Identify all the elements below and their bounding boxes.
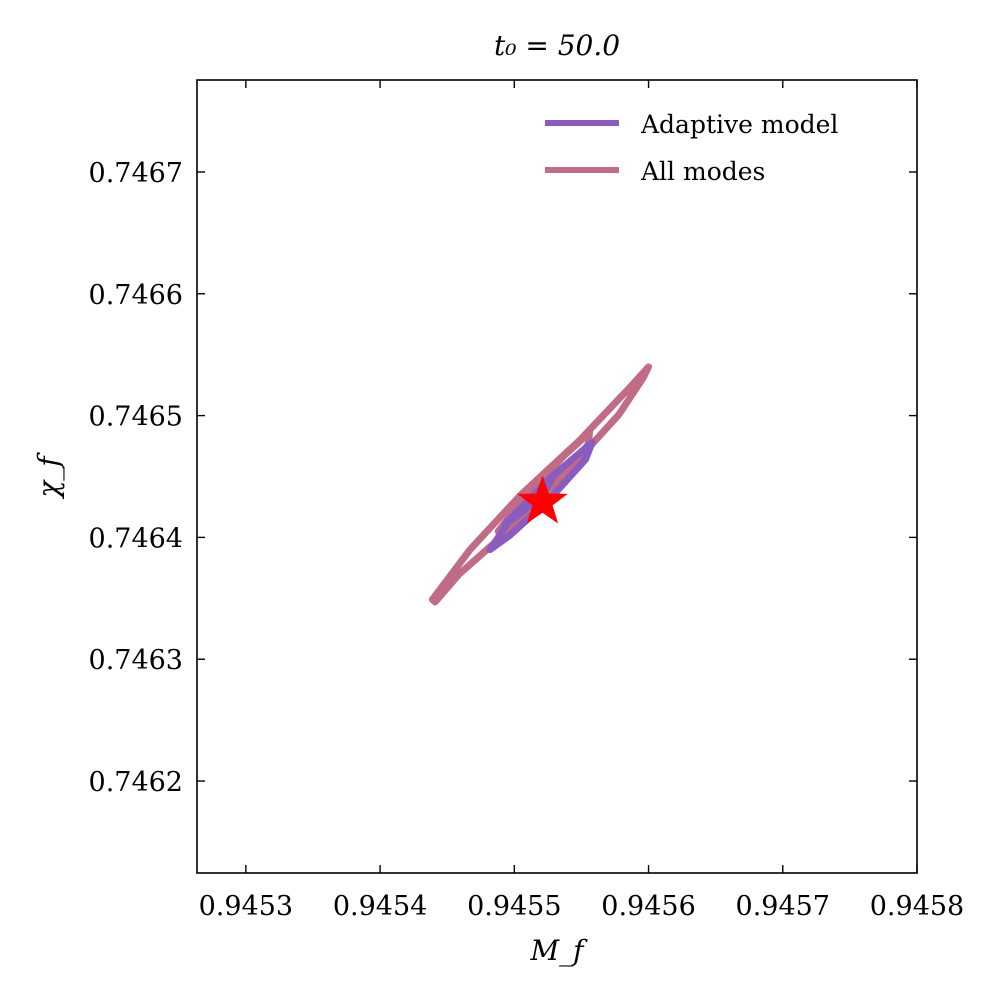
x-tick-label: 0.9458 <box>870 891 964 922</box>
legend-label-all-modes: All modes <box>640 157 765 186</box>
y-tick-label: 0.7463 <box>89 645 183 676</box>
x-axis-label: M_f <box>529 934 588 967</box>
x-tick-label: 0.9455 <box>467 891 561 922</box>
y-tick-label: 0.7462 <box>89 767 183 798</box>
x-tick-label: 0.9454 <box>333 891 427 922</box>
contour-adaptive <box>501 470 559 528</box>
y-axis: 0.7462 0.7463 0.7464 0.7465 0.7466 0.7467 <box>89 158 917 798</box>
plot-frame <box>196 79 918 874</box>
y-axis-label: χ_f <box>32 452 65 500</box>
y-tick-label: 0.7466 <box>89 280 183 311</box>
x-axis: 0.9453 0.9454 0.9455 0.9456 0.9457 0.9458 <box>199 80 964 922</box>
contours-layer <box>428 363 653 606</box>
chart-title: t₀ = 50.0 <box>494 29 620 62</box>
y-tick-label: 0.7467 <box>89 158 183 189</box>
y-tick-label: 0.7464 <box>89 523 183 554</box>
legend: Adaptive model All modes <box>545 110 838 186</box>
contour-all-modes <box>428 363 653 606</box>
true-value-star-marker <box>517 475 568 524</box>
x-tick-label: 0.9453 <box>199 891 293 922</box>
x-tick-label: 0.9457 <box>736 891 830 922</box>
y-tick-label: 0.7465 <box>89 402 183 433</box>
legend-label-adaptive: Adaptive model <box>640 110 838 139</box>
x-tick-label: 0.9456 <box>601 891 695 922</box>
